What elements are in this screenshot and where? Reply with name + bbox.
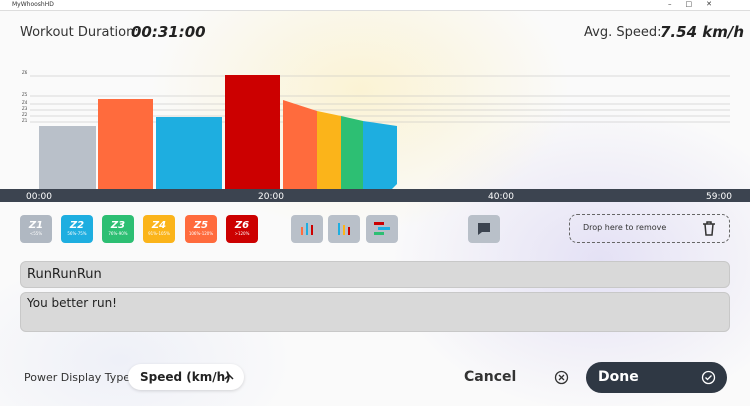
- time-label: 00:00: [26, 192, 52, 202]
- zone-name: Z6: [234, 220, 250, 231]
- segment[interactable]: [225, 75, 280, 189]
- power-display-label: Power Display Type: [24, 371, 131, 384]
- duration-label: Workout Duration:: [20, 25, 139, 40]
- zone-name: Z4: [151, 220, 167, 231]
- zone-label: Z2: [22, 112, 28, 117]
- ramp-segment[interactable]: [317, 111, 341, 189]
- zone-range: 56%-75%: [67, 231, 87, 236]
- window-controls[interactable]: –□✕: [668, 0, 726, 8]
- segment[interactable]: [156, 117, 222, 189]
- zone-button[interactable]: Z4 91%-105%: [143, 215, 175, 243]
- zone-range: 76%-90%: [108, 231, 128, 236]
- comment-tool[interactable]: [468, 215, 500, 243]
- done-text: Done: [598, 369, 639, 385]
- zone-range: <55%: [29, 231, 43, 236]
- time-label: 40:00: [488, 192, 514, 202]
- ramp-segment[interactable]: [363, 121, 397, 189]
- zone-labels: Z6 Z5 Z4 Z3 Z2 Z1: [22, 70, 28, 123]
- ramp-tool[interactable]: [328, 215, 360, 243]
- title-bar: MyWhooshHD –□✕: [0, 0, 750, 11]
- name-input[interactable]: RunRunRun: [20, 261, 730, 288]
- workout-chart: Z6 Z5 Z4 Z3 Z2 Z1 00:00 20:00 40:00 59:0…: [0, 70, 750, 202]
- done-button[interactable]: Done: [586, 362, 727, 393]
- timeline-labels: 00:00 20:00 40:00 59:00: [26, 192, 732, 202]
- zone-button[interactable]: Z1 <55%: [20, 215, 52, 243]
- ramp-segment[interactable]: [341, 116, 363, 189]
- zone-label: Z6: [22, 70, 28, 75]
- zone-name: Z3: [110, 220, 126, 231]
- time-label: 20:00: [258, 192, 284, 202]
- zone-range: >120%: [234, 231, 250, 236]
- drop-zone-text: Drop here to remove: [583, 223, 667, 232]
- drop-zone[interactable]: Drop here to remove: [569, 214, 730, 243]
- zone-name: Z2: [69, 220, 85, 231]
- window-title: MyWhooshHD: [12, 1, 54, 8]
- segment[interactable]: [39, 126, 96, 189]
- speed-label: Avg. Speed:: [584, 25, 662, 40]
- power-display-dropdown[interactable]: Speed (km/h): [128, 364, 244, 390]
- timeline: [0, 189, 750, 202]
- zone-name: Z5: [193, 220, 209, 231]
- zone-button[interactable]: Z6 >120%: [226, 215, 258, 243]
- trash-icon: [703, 221, 715, 236]
- zone-button[interactable]: Z3 76%-90%: [102, 215, 134, 243]
- ramp-segment[interactable]: [283, 100, 317, 189]
- bar-tool[interactable]: [291, 215, 323, 243]
- zone-range: 106%-120%: [188, 231, 214, 236]
- speed-value: 7.54 km/h: [660, 23, 744, 41]
- cancel-icon[interactable]: [554, 370, 569, 385]
- zone-label: Z1: [22, 118, 28, 123]
- dropdown-value: Speed (km/h): [140, 370, 231, 384]
- zone-range: 91%-105%: [148, 231, 170, 236]
- zone-button[interactable]: Z5 106%-120%: [185, 215, 217, 243]
- zone-button[interactable]: Z2 56%-75%: [61, 215, 93, 243]
- zone-label: Z5: [22, 92, 28, 97]
- duration-value: 00:31:00: [131, 23, 206, 41]
- interval-tool[interactable]: [366, 215, 398, 243]
- cancel-button[interactable]: Cancel: [464, 369, 517, 385]
- zone-name: Z1: [28, 220, 44, 231]
- time-label: 59:00: [706, 192, 732, 202]
- description-input[interactable]: You better run!: [20, 292, 730, 332]
- zone-label: Z3: [22, 106, 28, 111]
- zone-label: Z4: [22, 100, 28, 105]
- segment[interactable]: [98, 99, 153, 189]
